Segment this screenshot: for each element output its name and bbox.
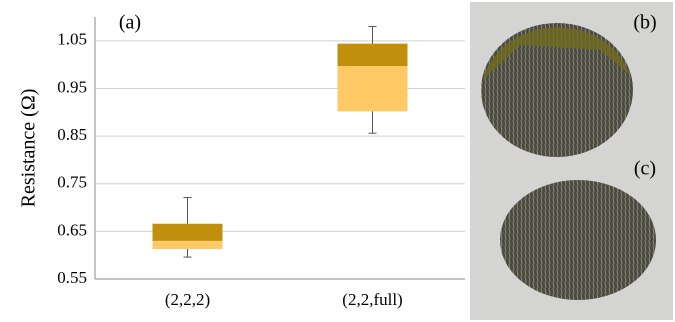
photo-panel: (b) (c) [470,2,673,320]
y-tick-label: 0.85 [57,125,87,144]
y-tick-label: 0.95 [57,77,87,96]
y-axis-label: Resistance (Ω) [18,89,40,208]
figure: (b) (c) (a) Resistance (Ω) 0.55 0.65 0.75 0… [0,0,675,322]
y-tick-label: 0.75 [57,173,87,192]
y-tick-label: 1.05 [57,30,87,49]
panel-label: (a) [119,12,141,34]
photo-label: (b) [633,12,656,34]
y-tick-label: 0.65 [57,220,87,239]
fabric-disc [500,180,656,300]
photo-label: (c) [634,158,656,180]
box-lower [338,66,408,111]
x-tick-label: (2,2,full) [342,290,402,309]
y-tick-label: 0.55 [57,268,87,287]
box-upper [153,224,223,241]
box-upper [338,44,408,66]
x-tick-label: (2,2,2) [165,290,210,309]
box-lower [153,241,223,249]
